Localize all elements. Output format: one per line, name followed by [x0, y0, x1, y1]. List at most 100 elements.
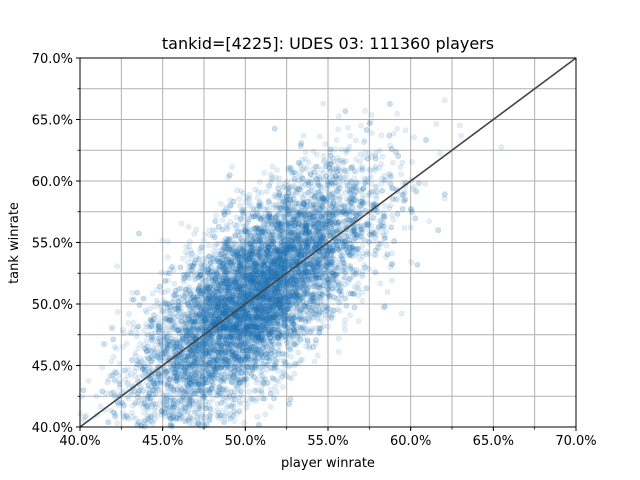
scatter-point	[275, 180, 282, 187]
scatter-point	[114, 309, 121, 315]
scatter-point	[342, 317, 349, 323]
scatter-point	[281, 362, 288, 369]
scatter-point	[200, 341, 207, 347]
scatter-point	[299, 174, 306, 181]
scatter-point	[186, 376, 193, 383]
scatter-point	[320, 311, 326, 318]
scatter-point	[296, 271, 303, 277]
scatter-point	[228, 348, 234, 355]
scatter-point	[257, 297, 264, 304]
scatter-point	[248, 276, 255, 283]
chart-title: tankid=[4225]: UDES 03: 111360 players	[162, 34, 494, 53]
scatter-point	[256, 254, 263, 260]
scatter-point	[332, 239, 339, 246]
scatter-point	[176, 384, 183, 390]
scatter-point	[345, 124, 351, 131]
scatter-point	[204, 309, 210, 316]
scatter-point	[270, 269, 276, 275]
scatter-point	[275, 291, 282, 298]
scatter-point	[190, 374, 197, 381]
scatter-point	[217, 307, 224, 313]
scatter-point	[239, 313, 246, 320]
scatter-point	[287, 257, 294, 264]
scatter-point	[149, 290, 156, 297]
scatter-point	[251, 312, 258, 319]
scatter-point	[296, 184, 303, 191]
scatter-point	[184, 302, 191, 309]
scatter-point	[271, 260, 278, 267]
scatter-point	[315, 212, 322, 219]
scatter-point	[176, 302, 182, 309]
scatter-point	[227, 368, 234, 375]
scatter-point	[376, 147, 383, 154]
scatter-point	[260, 270, 267, 277]
scatter-point	[284, 339, 291, 346]
scatter-point	[336, 307, 343, 314]
scatter-point	[198, 344, 205, 351]
scatter-point	[186, 283, 193, 290]
scatter-point	[219, 302, 226, 308]
scatter-point	[205, 242, 212, 249]
scatter-point	[269, 273, 276, 280]
scatter-point	[85, 377, 92, 384]
scatter-point	[286, 236, 293, 243]
scatter-point	[260, 281, 267, 288]
scatter-point	[300, 132, 307, 139]
scatter-point	[235, 315, 241, 322]
scatter-point	[309, 247, 316, 253]
scatter-point	[217, 334, 224, 341]
scatter-point	[179, 255, 186, 262]
scatter-point	[294, 334, 301, 341]
scatter-point	[177, 330, 183, 336]
scatter-point	[283, 289, 290, 296]
scatter-point	[319, 274, 326, 281]
scatter-point	[158, 269, 165, 276]
scatter-point	[401, 225, 408, 231]
scatter-point	[282, 205, 289, 212]
scatter-point	[165, 404, 171, 411]
scatter-point	[215, 359, 222, 365]
scatter-point	[303, 284, 310, 291]
scatter-point	[365, 250, 372, 257]
scatter-point	[282, 296, 289, 302]
scatter-point	[217, 200, 224, 207]
scatter-point	[285, 246, 292, 253]
scatter-point	[302, 230, 308, 237]
scatter-point	[245, 307, 252, 313]
scatter-point	[401, 190, 408, 197]
scatter-point	[191, 335, 197, 342]
scatter-point	[352, 137, 359, 144]
scatter-point	[163, 396, 170, 402]
scatter-point	[263, 316, 270, 323]
scatter-point	[301, 164, 308, 171]
scatter-point	[291, 246, 297, 252]
scatter-point	[237, 277, 244, 284]
scatter-point	[231, 279, 237, 286]
scatter-point	[260, 300, 267, 307]
scatter-point	[212, 292, 218, 299]
scatter-point	[283, 290, 290, 297]
scatter-point	[256, 249, 263, 255]
scatter-point	[390, 159, 396, 166]
scatter-point	[314, 262, 321, 269]
scatter-point	[314, 352, 321, 359]
scatter-point	[239, 322, 246, 329]
scatter-point	[270, 201, 276, 208]
scatter-point	[359, 297, 366, 304]
scatter-point	[302, 191, 309, 198]
scatter-point	[368, 130, 375, 136]
scatter-point	[200, 359, 207, 366]
scatter-point	[164, 254, 171, 260]
scatter-point	[217, 345, 224, 352]
scatter-point	[398, 310, 405, 317]
scatter-point	[206, 349, 213, 356]
scatter-point	[202, 231, 208, 237]
scatter-point	[372, 163, 379, 170]
scatter-point	[261, 263, 268, 270]
scatter-point	[350, 269, 357, 276]
scatter-point	[319, 231, 325, 238]
scatter-point	[318, 226, 325, 232]
scatter-point	[281, 215, 288, 221]
scatter-point	[377, 280, 384, 287]
